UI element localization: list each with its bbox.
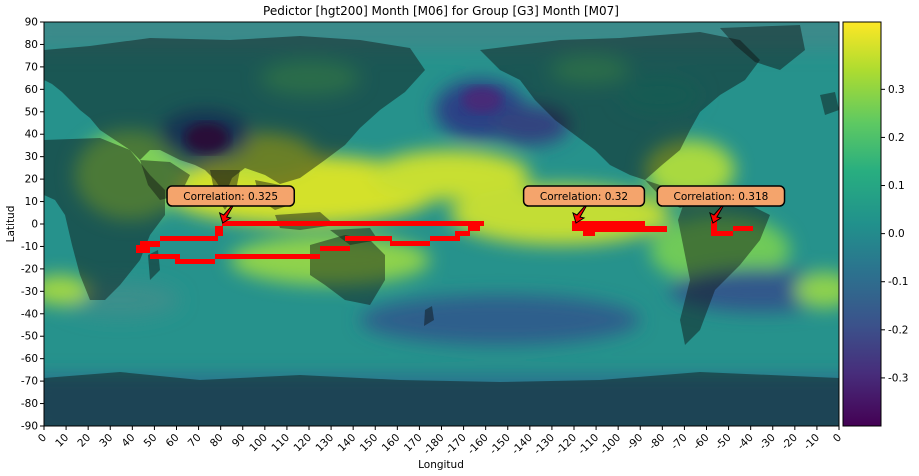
x-tick-label: 160: [380, 432, 403, 455]
colorbar-tick-label: 0.2: [888, 132, 905, 144]
x-tick-label: -40: [735, 432, 756, 453]
x-tick-label: -150: [488, 432, 513, 457]
annotation-label: Correlation: 0.325: [183, 191, 278, 203]
x-tick-label: -110: [576, 432, 601, 457]
colorbar-tick-label: -0.3: [888, 372, 909, 384]
x-tick-label: 20: [75, 432, 93, 450]
y-tick-label: -50: [21, 331, 38, 343]
x-tick-label: 60: [164, 432, 182, 450]
x-tick-label: -160: [465, 432, 490, 457]
colorbar-tick-label: -0.1: [888, 276, 909, 288]
x-tick-label: -180: [421, 432, 446, 457]
x-tick-label: 170: [402, 432, 425, 455]
annotations: Correlation: 0.325 Correlation: 0.32 Corre…: [166, 185, 786, 224]
x-tick-label: 0: [831, 432, 844, 445]
y-tick-label: 70: [25, 61, 38, 73]
y-tick-label: 40: [25, 129, 38, 141]
x-tick-label: -60: [691, 432, 712, 453]
y-tick-label: 60: [25, 84, 38, 96]
y-axis-ticks: 90 80 70 60 50 40 30 20 10 0 -10 -20 -30 -40 -50 -60 -70…: [21, 17, 44, 433]
chart-title: Pedictor [hgt200] Month [M06] for Group …: [263, 4, 619, 18]
y-tick-label: -40: [21, 308, 38, 320]
x-tick-label: 0: [36, 432, 49, 445]
colorbar: [842, 21, 882, 427]
x-tick-label: 10: [53, 432, 71, 450]
x-tick-label: -80: [647, 432, 668, 453]
x-tick-label: -10: [801, 432, 822, 453]
annotation-box: [522, 185, 646, 207]
colorbar-ticks: 0.3 0.2 0.1 0.0 -0.1 -0.2 -0.3: [881, 84, 909, 384]
x-tick-label: 150: [358, 432, 381, 455]
y-tick-label: -90: [21, 421, 38, 433]
x-tick-label: -140: [510, 432, 535, 457]
colorbar-tick-label: 0.3: [888, 84, 905, 96]
y-tick-label: 80: [25, 39, 38, 51]
y-tick-label: -10: [21, 241, 38, 253]
x-tick-label: -170: [443, 432, 468, 457]
x-tick-label: 120: [291, 432, 314, 455]
x-tick-label: 70: [186, 432, 204, 450]
predictor-regions: [136, 221, 753, 264]
y-tick-label: -30: [21, 286, 38, 298]
annotation-box: [656, 185, 786, 207]
x-axis-ticks: 0 10 20 30 40 50 60 70 80 90 100 110 120 130 140 150 160…: [36, 426, 844, 457]
y-tick-label: 0: [31, 219, 38, 231]
correlation-annotation: Correlation: 0.32: [522, 185, 646, 224]
x-axis-label: Longitud: [418, 459, 464, 471]
colorbar-tick-label: -0.2: [888, 324, 909, 336]
annotation-label: Correlation: 0.318: [673, 191, 768, 203]
y-tick-label: 20: [25, 174, 38, 186]
x-tick-label: 140: [336, 432, 359, 455]
x-tick-label: 130: [314, 432, 337, 455]
land-overlay: [44, 25, 839, 426]
colorbar-tick-label: 0.1: [888, 180, 905, 192]
x-tick-label: 50: [142, 432, 160, 450]
correlation-annotation: Correlation: 0.325: [166, 185, 296, 224]
correlation-annotation: Correlation: 0.318: [656, 185, 786, 224]
x-tick-label: -130: [532, 432, 557, 457]
y-tick-label: 90: [25, 17, 38, 29]
y-tick-label: -70: [21, 376, 38, 388]
y-tick-label: -80: [21, 398, 38, 410]
annotation-box: [166, 185, 296, 207]
x-tick-label: 90: [230, 432, 248, 450]
x-tick-label: 100: [247, 432, 270, 455]
y-axis-label: Latitud: [5, 206, 17, 243]
x-tick-label: -90: [625, 432, 646, 453]
y-tick-label: 10: [25, 196, 38, 208]
annotation-label: Correlation: 0.32: [540, 191, 628, 203]
y-tick-label: -60: [21, 353, 38, 365]
x-tick-label: -30: [757, 432, 778, 453]
x-tick-label: -120: [554, 432, 579, 457]
x-tick-label: 110: [269, 432, 292, 455]
heatmap-field: [44, 22, 839, 426]
x-tick-label: -20: [779, 432, 800, 453]
x-tick-label: 80: [208, 432, 226, 450]
x-tick-label: -50: [713, 432, 734, 453]
colorbar-tick-label: 0.0: [888, 228, 905, 240]
x-tick-label: 40: [120, 432, 138, 450]
x-tick-label: -100: [598, 432, 623, 457]
x-tick-label: 30: [97, 432, 115, 450]
y-tick-label: -20: [21, 263, 38, 275]
y-tick-label: 50: [25, 106, 38, 118]
y-tick-label: 30: [25, 151, 38, 163]
x-tick-label: -70: [669, 432, 690, 453]
